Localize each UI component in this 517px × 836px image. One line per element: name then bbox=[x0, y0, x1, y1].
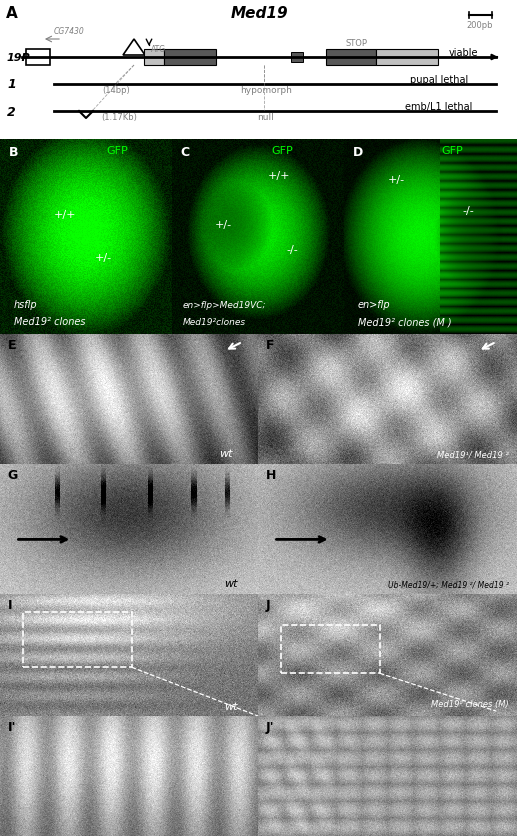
Bar bbox=[326, 50, 376, 66]
Bar bbox=[376, 50, 438, 66]
Bar bbox=[281, 624, 379, 674]
Text: en>flp: en>flp bbox=[358, 299, 390, 309]
Text: Med19²clones: Med19²clones bbox=[183, 318, 246, 327]
Text: G: G bbox=[8, 468, 18, 482]
Text: I: I bbox=[8, 598, 12, 611]
Text: -/-: -/- bbox=[286, 245, 298, 255]
Text: Ub-Med19/+; Med19 ²/ Med19 ²: Ub-Med19/+; Med19 ²/ Med19 ² bbox=[388, 579, 509, 589]
Text: Med19² clones (M): Med19² clones (M) bbox=[432, 700, 509, 708]
Text: C: C bbox=[180, 145, 190, 159]
Bar bbox=[164, 50, 216, 66]
Text: J': J' bbox=[266, 720, 275, 732]
Text: hsflp: hsflp bbox=[14, 299, 37, 309]
Text: B: B bbox=[9, 145, 18, 159]
Text: (14bp): (14bp) bbox=[102, 86, 130, 95]
Text: Med19¹/ Med19 ²: Med19¹/ Med19 ² bbox=[437, 450, 509, 459]
Text: viable: viable bbox=[449, 48, 479, 58]
Text: 2: 2 bbox=[7, 105, 16, 119]
Text: ATG: ATG bbox=[151, 44, 166, 54]
Text: 200pb: 200pb bbox=[467, 21, 493, 30]
Text: Med19² clones (M ): Med19² clones (M ) bbox=[358, 317, 451, 327]
Text: +/+: +/+ bbox=[267, 171, 290, 181]
Text: +/-: +/- bbox=[215, 220, 232, 229]
Text: GFP: GFP bbox=[107, 145, 128, 155]
Text: +/-: +/- bbox=[95, 252, 112, 263]
Text: emb/L1 lethal: emb/L1 lethal bbox=[405, 102, 473, 112]
Text: null: null bbox=[257, 113, 275, 122]
Text: 1: 1 bbox=[7, 79, 16, 91]
Text: -/-: -/- bbox=[463, 206, 475, 216]
Text: en>flp>Med19VC;: en>flp>Med19VC; bbox=[183, 300, 266, 309]
Text: wt: wt bbox=[219, 449, 232, 459]
Text: 19P: 19P bbox=[7, 53, 31, 63]
Text: CG7430: CG7430 bbox=[54, 27, 84, 36]
Text: +/+: +/+ bbox=[54, 210, 77, 220]
Text: E: E bbox=[8, 339, 16, 351]
Text: Med19: Med19 bbox=[230, 6, 288, 21]
Text: GFP: GFP bbox=[272, 145, 294, 155]
Bar bbox=[23, 613, 132, 667]
Text: J: J bbox=[266, 598, 270, 611]
Text: F: F bbox=[266, 339, 275, 351]
Text: STOP: STOP bbox=[345, 39, 367, 48]
Text: hypomorph: hypomorph bbox=[240, 86, 292, 95]
Text: +/-: +/- bbox=[387, 175, 404, 185]
Bar bbox=[26, 50, 50, 66]
Text: wt: wt bbox=[224, 579, 237, 589]
Bar bbox=[144, 50, 164, 66]
Text: Med19² clones: Med19² clones bbox=[14, 317, 85, 327]
Text: D: D bbox=[353, 145, 363, 159]
Text: wt: wt bbox=[224, 701, 237, 711]
Text: A: A bbox=[6, 6, 18, 21]
Bar bbox=[291, 53, 303, 63]
Text: (1.17Kb): (1.17Kb) bbox=[101, 113, 137, 122]
Text: H: H bbox=[266, 468, 276, 482]
Text: GFP: GFP bbox=[441, 145, 463, 155]
Text: I': I' bbox=[8, 720, 16, 732]
Text: pupal lethal: pupal lethal bbox=[410, 75, 468, 85]
